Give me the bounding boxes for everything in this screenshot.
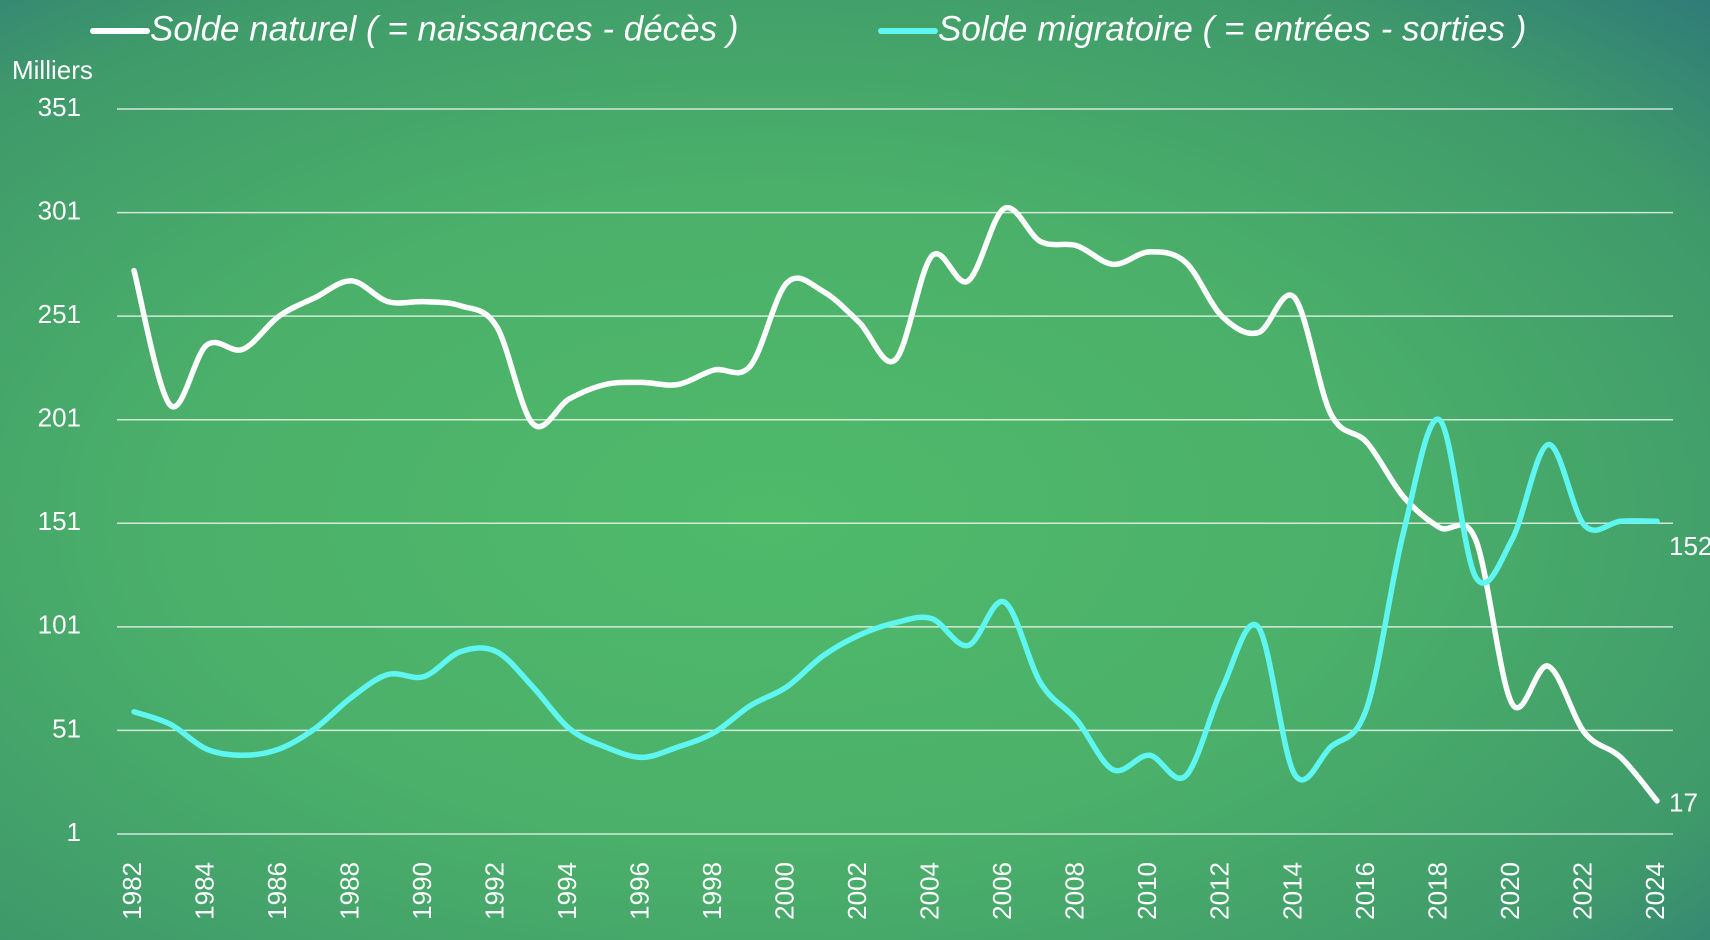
y-tick-label: 351 xyxy=(38,92,81,122)
y-tick-label: 1 xyxy=(67,817,81,847)
y-tick-label: 251 xyxy=(38,299,81,329)
x-tick-label: 2016 xyxy=(1350,862,1380,920)
x-tick-label: 2010 xyxy=(1132,862,1162,920)
x-tick-label: 2006 xyxy=(987,862,1017,920)
x-tick-label: 2000 xyxy=(770,862,800,920)
x-tick-label: 2022 xyxy=(1567,862,1597,920)
x-tick-label: 1984 xyxy=(189,862,219,920)
x-tick-label: 2002 xyxy=(842,862,872,920)
x-tick-label: 1988 xyxy=(334,862,364,920)
y-tick-label: 201 xyxy=(38,403,81,433)
x-tick-label: 1996 xyxy=(625,862,655,920)
y-tick-label: 101 xyxy=(38,610,81,640)
x-tick-label: 2024 xyxy=(1640,862,1670,920)
legend-label: Solde naturel ( = naissances - décès ) xyxy=(150,9,739,48)
series-line xyxy=(131,204,1660,804)
y-axis-label: Milliers xyxy=(12,55,93,85)
x-tick-label: 2004 xyxy=(915,862,945,920)
x-tick-label: 1998 xyxy=(697,862,727,920)
x-tick-label: 2020 xyxy=(1495,862,1525,920)
y-tick-label: 151 xyxy=(38,506,81,536)
x-tick-label: 1990 xyxy=(407,862,437,920)
x-tick-label: 1992 xyxy=(479,862,509,920)
x-tick-label: 1986 xyxy=(262,862,292,920)
legend-label: Solde migratoire ( = entrées - sorties ) xyxy=(938,9,1526,48)
x-tick-label: 1994 xyxy=(552,862,582,920)
y-tick-label: 51 xyxy=(52,713,81,743)
series-line xyxy=(131,416,1660,783)
x-tick-label: 2014 xyxy=(1277,862,1307,920)
x-tick-label: 2008 xyxy=(1060,862,1090,920)
end-value-label: 152 xyxy=(1669,531,1710,561)
x-tick-label: 2018 xyxy=(1422,862,1452,920)
end-value-label: 17 xyxy=(1669,788,1698,818)
x-tick-label: 2012 xyxy=(1205,862,1235,920)
y-tick-label: 301 xyxy=(38,195,81,225)
x-tick-label: 1982 xyxy=(117,862,147,920)
